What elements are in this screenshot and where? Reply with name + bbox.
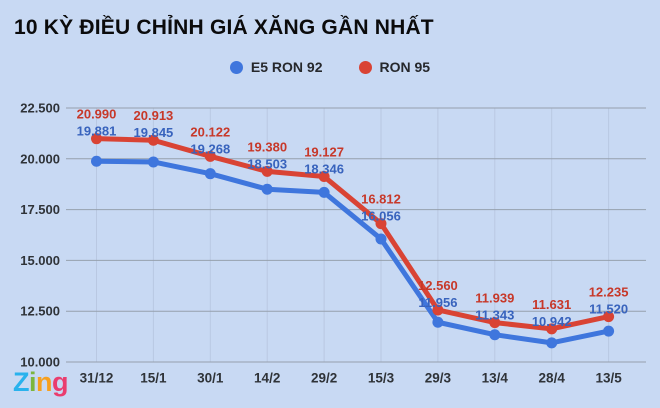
- x-axis-tick-label: 15/1: [140, 371, 167, 386]
- data-label: 12.235: [589, 285, 629, 300]
- x-axis-tick-label: 15/3: [368, 371, 395, 386]
- data-label: 19.845: [134, 125, 174, 140]
- x-axis-tick-label: 14/2: [254, 371, 280, 386]
- y-axis-tick-label: 15.000: [20, 253, 60, 268]
- zing-letter: n: [36, 367, 53, 397]
- data-point: [489, 317, 501, 329]
- chart-title: 10 KỲ ĐIỀU CHỈNH GIÁ XĂNG GẦN NHẤT: [14, 16, 434, 39]
- data-point: [204, 168, 216, 180]
- legend-item-ron-95: RON 95: [358, 59, 431, 75]
- data-label: 12.560: [418, 278, 458, 293]
- data-point: [603, 311, 615, 323]
- x-axis-tick-label: 28/4: [539, 371, 566, 386]
- legend-label-ron-95: RON 95: [379, 59, 431, 75]
- data-label: 11.956: [418, 295, 457, 310]
- data-point: [432, 304, 444, 316]
- data-label: 16.056: [361, 209, 401, 224]
- data-point: [91, 155, 102, 167]
- y-axis-tick-label: 20.000: [20, 151, 60, 166]
- y-axis-tick-label: 22.500: [20, 101, 60, 116]
- zing-letter: g: [52, 367, 69, 397]
- series-line-ron95: [94, 136, 612, 332]
- data-label: 11.939: [475, 291, 514, 306]
- x-axis-tick-label: 29/2: [311, 371, 337, 386]
- data-label: 19.268: [190, 141, 230, 156]
- data-point: [546, 323, 558, 335]
- x-axis-tick-label: 29/3: [425, 371, 452, 386]
- x-axis-tick-label: 13/4: [482, 371, 509, 386]
- data-point: [375, 233, 387, 245]
- x-axis-tick-label: 31/12: [80, 371, 114, 386]
- data-label: 11.343: [475, 308, 514, 323]
- data-point: [91, 133, 102, 145]
- data-point: [147, 134, 159, 146]
- x-axis-tick-label: 13/5: [595, 371, 622, 386]
- data-label: 18.346: [304, 162, 344, 177]
- data-label: 19.881: [77, 124, 117, 139]
- legend-dot-blue-icon: [229, 60, 243, 74]
- series-line-e5ron92: [94, 158, 612, 346]
- data-label: 20.990: [77, 107, 117, 122]
- data-point: [489, 329, 501, 341]
- data-label: 20.122: [190, 124, 230, 139]
- data-label: 18.503: [247, 156, 287, 171]
- data-label: 19.127: [304, 145, 344, 160]
- data-point: [261, 183, 273, 195]
- zing-letter: i: [29, 367, 37, 397]
- data-point: [204, 150, 216, 162]
- y-axis-tick-label: 17.500: [20, 202, 60, 217]
- data-point: [432, 316, 444, 328]
- y-axis-tick-label: 10.000: [20, 355, 60, 370]
- data-point: [375, 218, 387, 230]
- legend: E5 RON 92 RON 95: [0, 59, 660, 75]
- data-label: 19.380: [247, 139, 287, 154]
- data-label: 11.631: [532, 297, 571, 312]
- y-axis-tick-label: 12.500: [20, 304, 60, 319]
- data-point: [318, 186, 330, 198]
- data-label: 16.812: [361, 192, 401, 207]
- data-point: [603, 325, 615, 337]
- data-label: 10.942: [532, 314, 572, 329]
- legend-item-e5-ron-92: E5 RON 92: [229, 59, 323, 75]
- zing-letter: Z: [13, 367, 30, 397]
- zing-logo: Zing: [13, 367, 69, 397]
- data-point: [546, 337, 558, 349]
- data-point: [261, 165, 273, 177]
- data-label: 11.520: [589, 302, 628, 317]
- data-point: [318, 171, 330, 183]
- legend-label-e5-ron-92: E5 RON 92: [250, 59, 323, 75]
- legend-dot-red-icon: [358, 60, 372, 74]
- data-label: 20.913: [134, 108, 174, 123]
- x-axis-tick-label: 30/1: [197, 371, 224, 386]
- data-point: [147, 156, 159, 168]
